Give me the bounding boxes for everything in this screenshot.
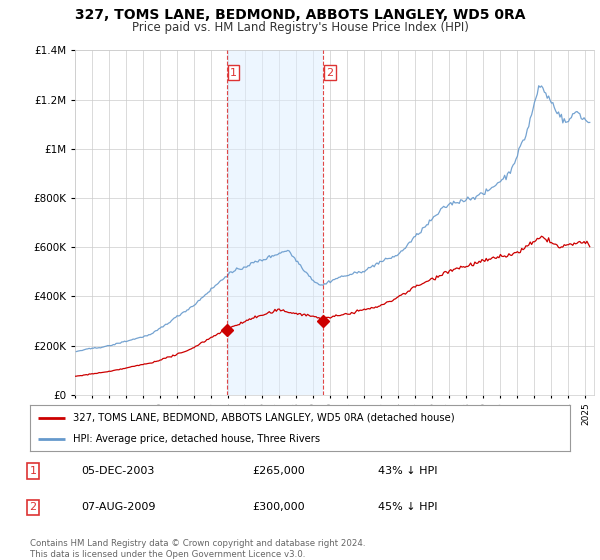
Text: 2: 2 bbox=[326, 68, 334, 78]
Text: £265,000: £265,000 bbox=[252, 466, 305, 476]
Text: £300,000: £300,000 bbox=[252, 502, 305, 512]
Text: 07-AUG-2009: 07-AUG-2009 bbox=[81, 502, 155, 512]
Text: HPI: Average price, detached house, Three Rivers: HPI: Average price, detached house, Thre… bbox=[73, 435, 320, 444]
Bar bbox=[227, 50, 323, 395]
Text: 1: 1 bbox=[230, 68, 237, 78]
Text: 45% ↓ HPI: 45% ↓ HPI bbox=[378, 502, 437, 512]
Text: 43% ↓ HPI: 43% ↓ HPI bbox=[378, 466, 437, 476]
Text: 1: 1 bbox=[29, 466, 37, 476]
Text: 2: 2 bbox=[29, 502, 37, 512]
Text: Price paid vs. HM Land Registry's House Price Index (HPI): Price paid vs. HM Land Registry's House … bbox=[131, 21, 469, 34]
Text: 327, TOMS LANE, BEDMOND, ABBOTS LANGLEY, WD5 0RA (detached house): 327, TOMS LANE, BEDMOND, ABBOTS LANGLEY,… bbox=[73, 413, 455, 423]
Text: Contains HM Land Registry data © Crown copyright and database right 2024.
This d: Contains HM Land Registry data © Crown c… bbox=[30, 539, 365, 559]
Text: 05-DEC-2003: 05-DEC-2003 bbox=[81, 466, 154, 476]
Text: 327, TOMS LANE, BEDMOND, ABBOTS LANGLEY, WD5 0RA: 327, TOMS LANE, BEDMOND, ABBOTS LANGLEY,… bbox=[75, 8, 525, 22]
